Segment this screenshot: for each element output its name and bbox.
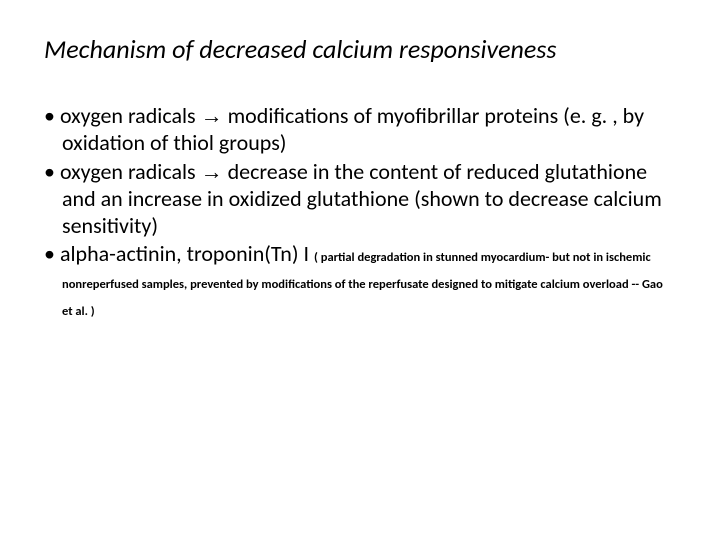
slide-title: Mechanism of decreased calcium responsiv…	[44, 34, 676, 65]
list-item: oxygen radicals → modifications of myofi…	[44, 103, 676, 157]
list-item: alpha-actinin, troponin(Tn) I ( partial …	[44, 241, 676, 321]
bullet-text-pre: oxygen radicals	[60, 102, 201, 129]
list-item: oxygen radicals → decrease in the conten…	[44, 159, 676, 239]
slide: Mechanism of decreased calcium responsiv…	[0, 0, 720, 540]
arrow-icon: →	[201, 103, 223, 128]
bullet-text-pre: oxygen radicals	[60, 158, 201, 185]
bullet-list: oxygen radicals → modifications of myofi…	[44, 103, 676, 322]
bullet-text-pre: alpha-actinin, troponin(Tn) I	[60, 240, 314, 267]
arrow-icon: →	[201, 159, 223, 184]
